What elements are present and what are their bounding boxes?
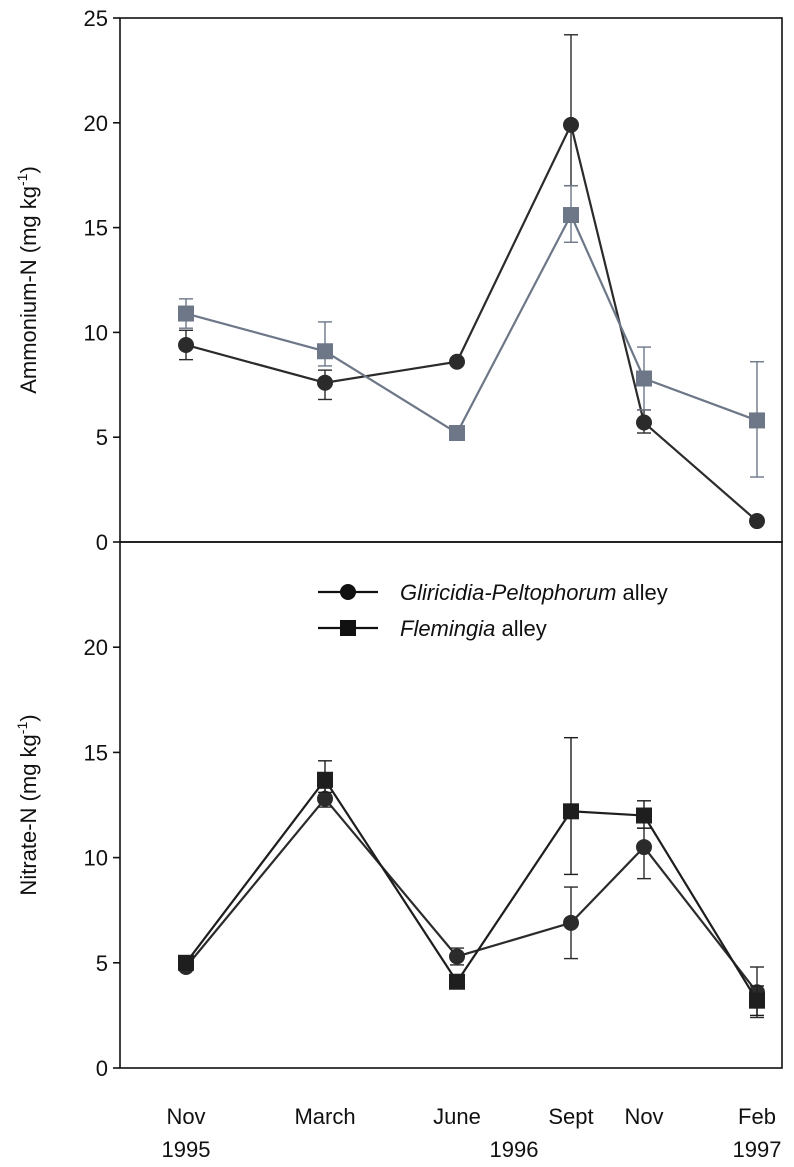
data-point-circle [563, 914, 579, 931]
legend-marker-square [340, 620, 356, 636]
x-year-label: 1995 [162, 1137, 211, 1162]
x-category-label: Feb [738, 1104, 776, 1129]
chart-panel-bottom: 0 5 10 15 20 Nitrate-N (mg kg-1) [14, 541, 783, 1081]
x-category-label: June [433, 1104, 481, 1129]
plot-frame [119, 17, 783, 543]
y-tick-label: 20 [84, 111, 108, 136]
data-point-circle [636, 414, 652, 431]
y-axis-title: Nitrate-N (mg kg-1) [14, 714, 41, 895]
y-tick-label: 5 [96, 425, 108, 450]
data-point-circle [749, 513, 765, 530]
data-point-square [749, 992, 765, 1009]
y-axis-title: Ammonium-N (mg kg-1) [14, 166, 41, 394]
x-year-label: 1997 [733, 1137, 782, 1162]
legend-label-rest: alley [495, 616, 546, 641]
data-point-circle [178, 336, 194, 353]
data-point-circle [449, 948, 465, 965]
series-flemingia [178, 736, 765, 1017]
x-category-label: Nov [624, 1104, 663, 1129]
data-point-circle [449, 353, 465, 370]
series-line [185, 212, 758, 435]
y-axis-title-sup: -1 [14, 722, 30, 735]
x-category-label: Sept [548, 1104, 593, 1129]
data-point-square [636, 807, 652, 824]
series-gliricidia [178, 34, 765, 530]
series-line [185, 796, 758, 993]
data-point-circle [636, 839, 652, 856]
y-tick-label: 20 [84, 635, 108, 660]
x-category-label: Nov [166, 1104, 205, 1129]
y-axis-title-close: ) [16, 166, 41, 173]
data-point-circle [317, 374, 333, 391]
legend-item-gliricidia: Gliricidia-Peltophorum alley [318, 580, 668, 605]
legend-label-rest: alley [616, 580, 667, 605]
series-gliricidia [178, 787, 765, 1019]
legend-label: Flemingia alley [400, 616, 547, 641]
data-point-square [317, 771, 333, 788]
x-year-label: 1996 [490, 1137, 539, 1162]
data-point-square [636, 370, 652, 387]
legend-label-italic: Gliricidia-Peltophorum [400, 580, 616, 605]
y-tick-label: 15 [84, 740, 108, 765]
y-tick-label: 0 [96, 530, 108, 555]
data-point-circle [317, 790, 333, 807]
data-point-square [563, 803, 579, 820]
y-axis-title-main: Ammonium-N (mg kg [16, 186, 41, 394]
series-line [185, 777, 758, 1002]
y-axis-title-main: Nitrate-N (mg kg [16, 734, 41, 895]
y-tick-label: 10 [84, 320, 108, 345]
legend-label-italic: Flemingia [400, 616, 495, 641]
y-tick-label: 25 [84, 6, 108, 31]
series-flemingia [178, 184, 765, 478]
data-point-square [449, 973, 465, 990]
y-tick-label: 10 [84, 846, 108, 871]
data-point-square [178, 954, 194, 971]
y-tick-label: 0 [96, 1056, 108, 1081]
chart-panel-top: 0 5 10 15 20 25 Ammonium-N (mg kg-1) [14, 6, 783, 555]
x-category-label: March [294, 1104, 355, 1129]
data-point-square [749, 412, 765, 429]
data-point-circle [563, 116, 579, 133]
y-tick-label: 15 [84, 216, 108, 241]
x-axis-labels: Nov 1995 March June Sept Nov Feb 1997 1996 [162, 1104, 782, 1162]
legend-marker-circle [340, 584, 356, 600]
data-point-square [317, 343, 333, 360]
series-line [185, 121, 758, 522]
plot-frame [119, 541, 783, 1069]
data-point-square [178, 305, 194, 322]
y-axis-title-sup: -1 [14, 173, 30, 186]
legend-label: Gliricidia-Peltophorum alley [400, 580, 668, 605]
y-axis-title-close: ) [16, 714, 41, 721]
data-point-square [449, 425, 465, 442]
data-point-square [563, 207, 579, 224]
y-tick-label: 5 [96, 951, 108, 976]
legend-item-flemingia: Flemingia alley [318, 616, 547, 641]
